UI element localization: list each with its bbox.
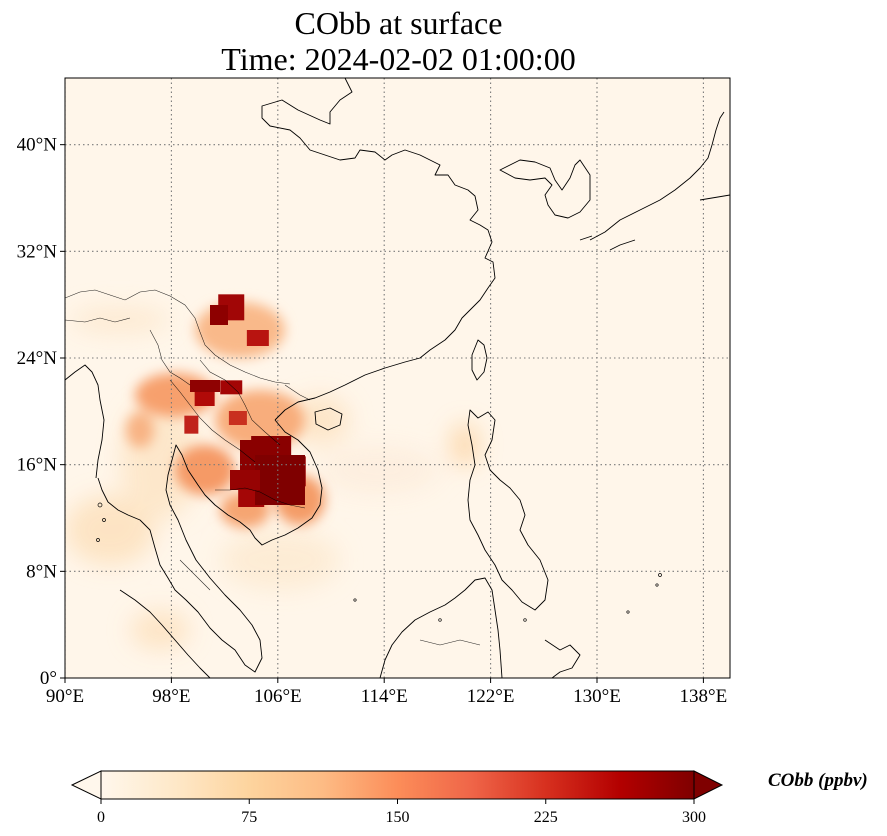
colorbar-gradient: [100, 770, 695, 800]
lon-tick-label: 138°E: [680, 686, 728, 707]
hotspot: [184, 415, 199, 434]
lon-tick-label: 98°E: [152, 686, 190, 707]
gridlines: [65, 78, 730, 678]
taiwan-coast: [471, 339, 488, 381]
map-frame: [64, 77, 731, 679]
lon-tick-label: 122°E: [467, 686, 515, 707]
colorbar: 0 75 150 225 300: [70, 770, 724, 826]
plot-title-line-1: CObb at surface: [294, 5, 503, 41]
colorbar-tick-label: 75: [241, 809, 257, 826]
colorbar-label: CObb (ppbv): [768, 770, 868, 791]
lat-tick-label: 8°N: [26, 561, 57, 582]
lon-tick-label: 114°E: [361, 686, 408, 707]
colorbar-tick-label: 150: [386, 809, 410, 826]
myanmar-coast: [65, 364, 105, 479]
lat-tick-label: 24°N: [17, 348, 58, 369]
lon-tick-label: 130°E: [573, 686, 621, 707]
china-coast: [261, 78, 496, 421]
colorbar-extend-max: [693, 770, 724, 800]
hainan-coast: [314, 407, 343, 431]
sumatra-coast: [119, 589, 211, 678]
korea-coast: [499, 159, 591, 219]
colorbar-ticks: 0 75 150 225 300: [97, 799, 706, 826]
lon-tick-label: 106°E: [254, 686, 302, 707]
colorbar-extend-min: [70, 770, 102, 800]
country-borders: [65, 289, 481, 646]
hotspot: [228, 411, 247, 425]
peak-concentration-core: [190, 305, 305, 505]
lon-tick-label: 90°E: [46, 686, 84, 707]
lat-tick-label: 16°N: [17, 455, 58, 476]
colorbar-tick-label: 0: [97, 809, 105, 826]
lat-tick-label: 0°: [40, 668, 57, 689]
borneo-coast: [379, 577, 503, 678]
plot-title-line-2: Time: 2024-02-02 01:00:00: [221, 41, 576, 77]
hotspot: [246, 330, 269, 346]
axis-labels: 90°E 98°E 106°E 114°E 122°E 130°E 138°E 0° 8°N 16…: [17, 135, 728, 707]
sulawesi-coast: [544, 639, 581, 678]
islands: [96, 502, 662, 622]
colorbar-tick-label: 225: [534, 809, 558, 826]
lat-tick-label: 32°N: [17, 241, 58, 262]
hotspot: [194, 390, 215, 406]
philippines-coast: [467, 409, 549, 611]
colorbar-tick-label: 300: [682, 809, 706, 826]
hotspot: [220, 380, 243, 395]
indochina-coast: [97, 419, 323, 673]
japan-coast: [579, 111, 730, 251]
coastlines: [65, 78, 730, 678]
lat-tick-label: 40°N: [17, 135, 58, 156]
axis-ticks: [60, 144, 704, 683]
